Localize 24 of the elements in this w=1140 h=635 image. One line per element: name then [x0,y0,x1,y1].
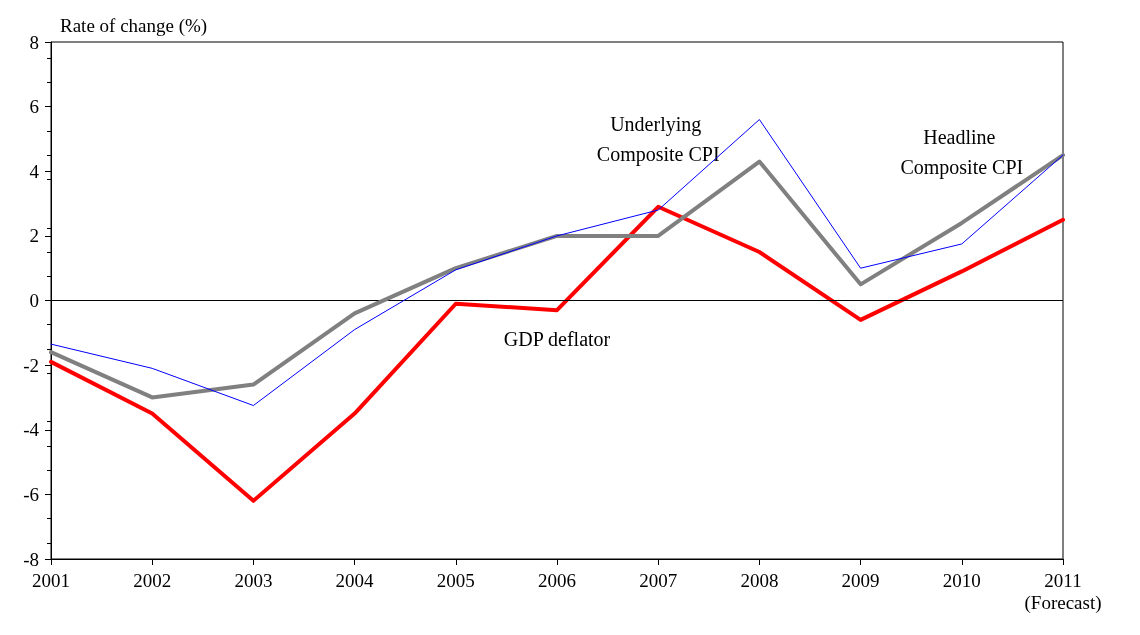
y-tick-label: -2 [23,354,39,376]
y-tick-label: -4 [23,419,40,441]
x-tick-label: 2003 [234,569,273,591]
y-tick-label: 8 [29,31,39,53]
x-tick-label: 2011 (Forecast) [1024,569,1102,614]
x-tick-label: 2006 [538,569,576,591]
series-label: GDP deflator [503,328,611,351]
x-tick-label: 2002 [133,569,172,591]
x-tick-label: 2008 [740,569,779,591]
y-axis-title: Rate of change (%) [60,15,208,37]
x-tick-label: 2009 [841,569,880,591]
x-tick-label: 2001 [32,569,70,591]
y-tick-label: 6 [29,96,39,118]
x-tick-label: 2005 [436,569,475,591]
series-label: Underlying Composite CPI [596,112,720,166]
series-label: Headline Composite CPI [900,125,1024,179]
x-tick-label: 2007 [639,569,678,591]
x-tick-label: 2004 [335,569,375,591]
y-tick-label: -6 [23,483,39,505]
x-tick-label: 2010 [942,569,981,591]
y-tick-label: 2 [29,225,39,247]
y-tick-label: 0 [29,290,39,311]
y-tick-label: -8 [23,548,39,570]
y-tick-label: 4 [29,160,40,182]
